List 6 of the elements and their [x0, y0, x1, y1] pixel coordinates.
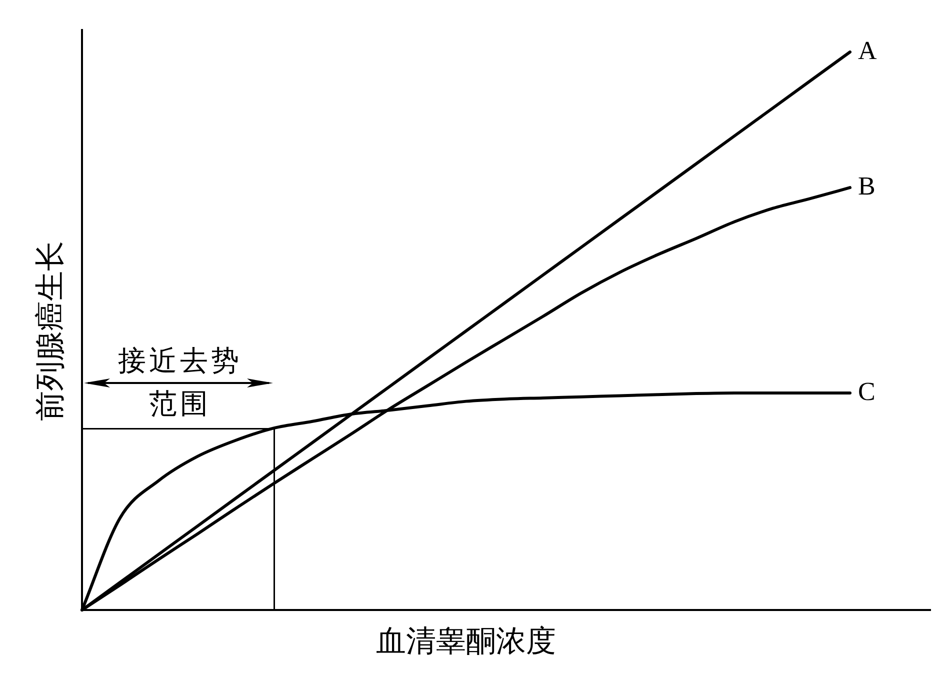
series-label: B — [858, 171, 876, 200]
series-label: A — [858, 36, 877, 65]
y-axis-title: 前列腺癌生长 — [34, 241, 67, 421]
annotation: 接近去势范围 — [117, 345, 243, 422]
series-label: C — [858, 376, 876, 406]
x-axis-title: 血清睾酮浓度 — [376, 624, 556, 658]
